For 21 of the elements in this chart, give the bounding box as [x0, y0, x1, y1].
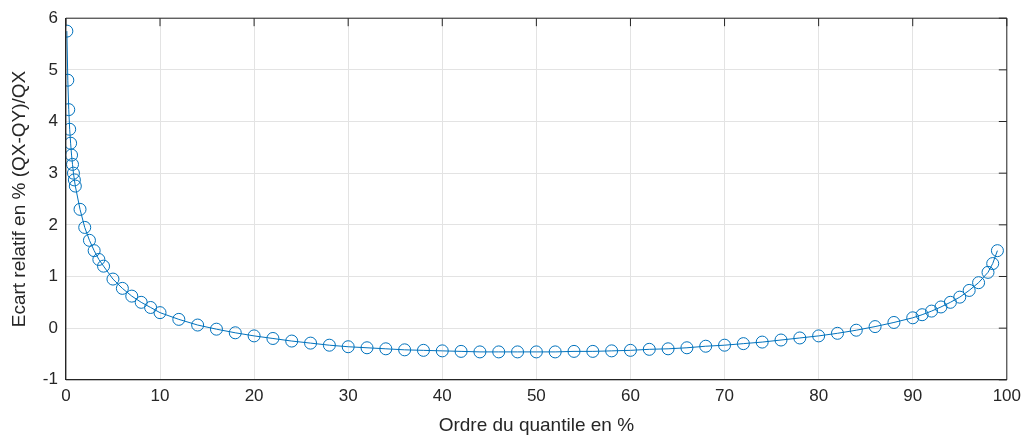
x-tick-label: 80 — [809, 385, 829, 405]
x-tick-label: 20 — [244, 385, 264, 405]
x-tick-label: 10 — [150, 385, 170, 405]
x-tick-label: 30 — [338, 385, 358, 405]
x-tick-label: 70 — [715, 385, 735, 405]
y-tick-label: 0 — [48, 317, 58, 337]
x-tick-label: 40 — [432, 385, 452, 405]
y-tick-label: 1 — [48, 266, 58, 286]
x-axis-title: Ordre du quantile en % — [438, 413, 635, 435]
x-tick-label: 50 — [526, 385, 546, 405]
y-axis-title: Ecart relatif en % (QX-QY)/QX — [7, 70, 29, 328]
y-tick-label: 5 — [48, 59, 58, 79]
y-tick-label: 4 — [48, 111, 58, 131]
x-tick-label: 0 — [61, 385, 71, 405]
x-tick-label: 100 — [992, 385, 1022, 405]
y-tick-label: -1 — [42, 369, 58, 389]
y-tick-label: 6 — [48, 7, 58, 27]
x-tick-label: 90 — [903, 385, 923, 405]
y-tick-label: 2 — [48, 214, 58, 234]
y-tick-label: 3 — [48, 162, 58, 182]
x-tick-label: 60 — [621, 385, 640, 405]
